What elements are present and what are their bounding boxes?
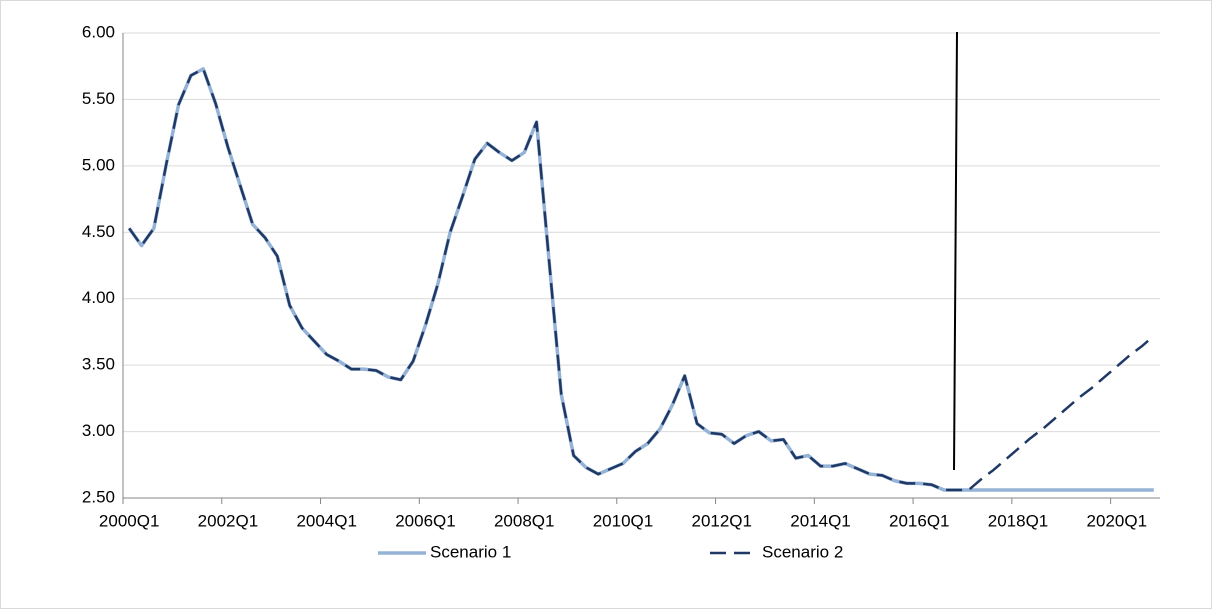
x-tick-label: 2016Q1 bbox=[889, 511, 950, 530]
x-tick-label: 2014Q1 bbox=[790, 511, 851, 530]
y-tick-label: 5.00 bbox=[82, 155, 115, 174]
x-tick-label: 2012Q1 bbox=[691, 511, 752, 530]
x-tick-label: 2010Q1 bbox=[593, 511, 654, 530]
y-tick-label: 3.50 bbox=[82, 355, 115, 374]
x-tick-label: 2020Q1 bbox=[1087, 511, 1148, 530]
marker-line bbox=[953, 31, 958, 471]
line-series bbox=[128, 67, 1155, 492]
legend-label: Scenario 1 bbox=[430, 542, 511, 561]
x-tick-label: 2018Q1 bbox=[988, 511, 1049, 530]
y-tick-label: 4.00 bbox=[82, 288, 115, 307]
y-tick-label: 6.00 bbox=[82, 22, 115, 41]
y-tick-label: 4.50 bbox=[82, 222, 115, 241]
legend-label: Scenario 2 bbox=[762, 542, 843, 561]
x-tick-label: 2004Q1 bbox=[296, 511, 357, 530]
x-tick-label: 2008Q1 bbox=[494, 511, 555, 530]
x-tick-label: 2000Q1 bbox=[99, 511, 160, 530]
y-tick-label: 3.00 bbox=[82, 421, 115, 440]
x-tick-label: 2006Q1 bbox=[395, 511, 456, 530]
x-tick-label: 2002Q1 bbox=[198, 511, 259, 530]
y-tick-label: 5.50 bbox=[82, 89, 115, 108]
y-tick-label: 2.50 bbox=[82, 487, 115, 506]
